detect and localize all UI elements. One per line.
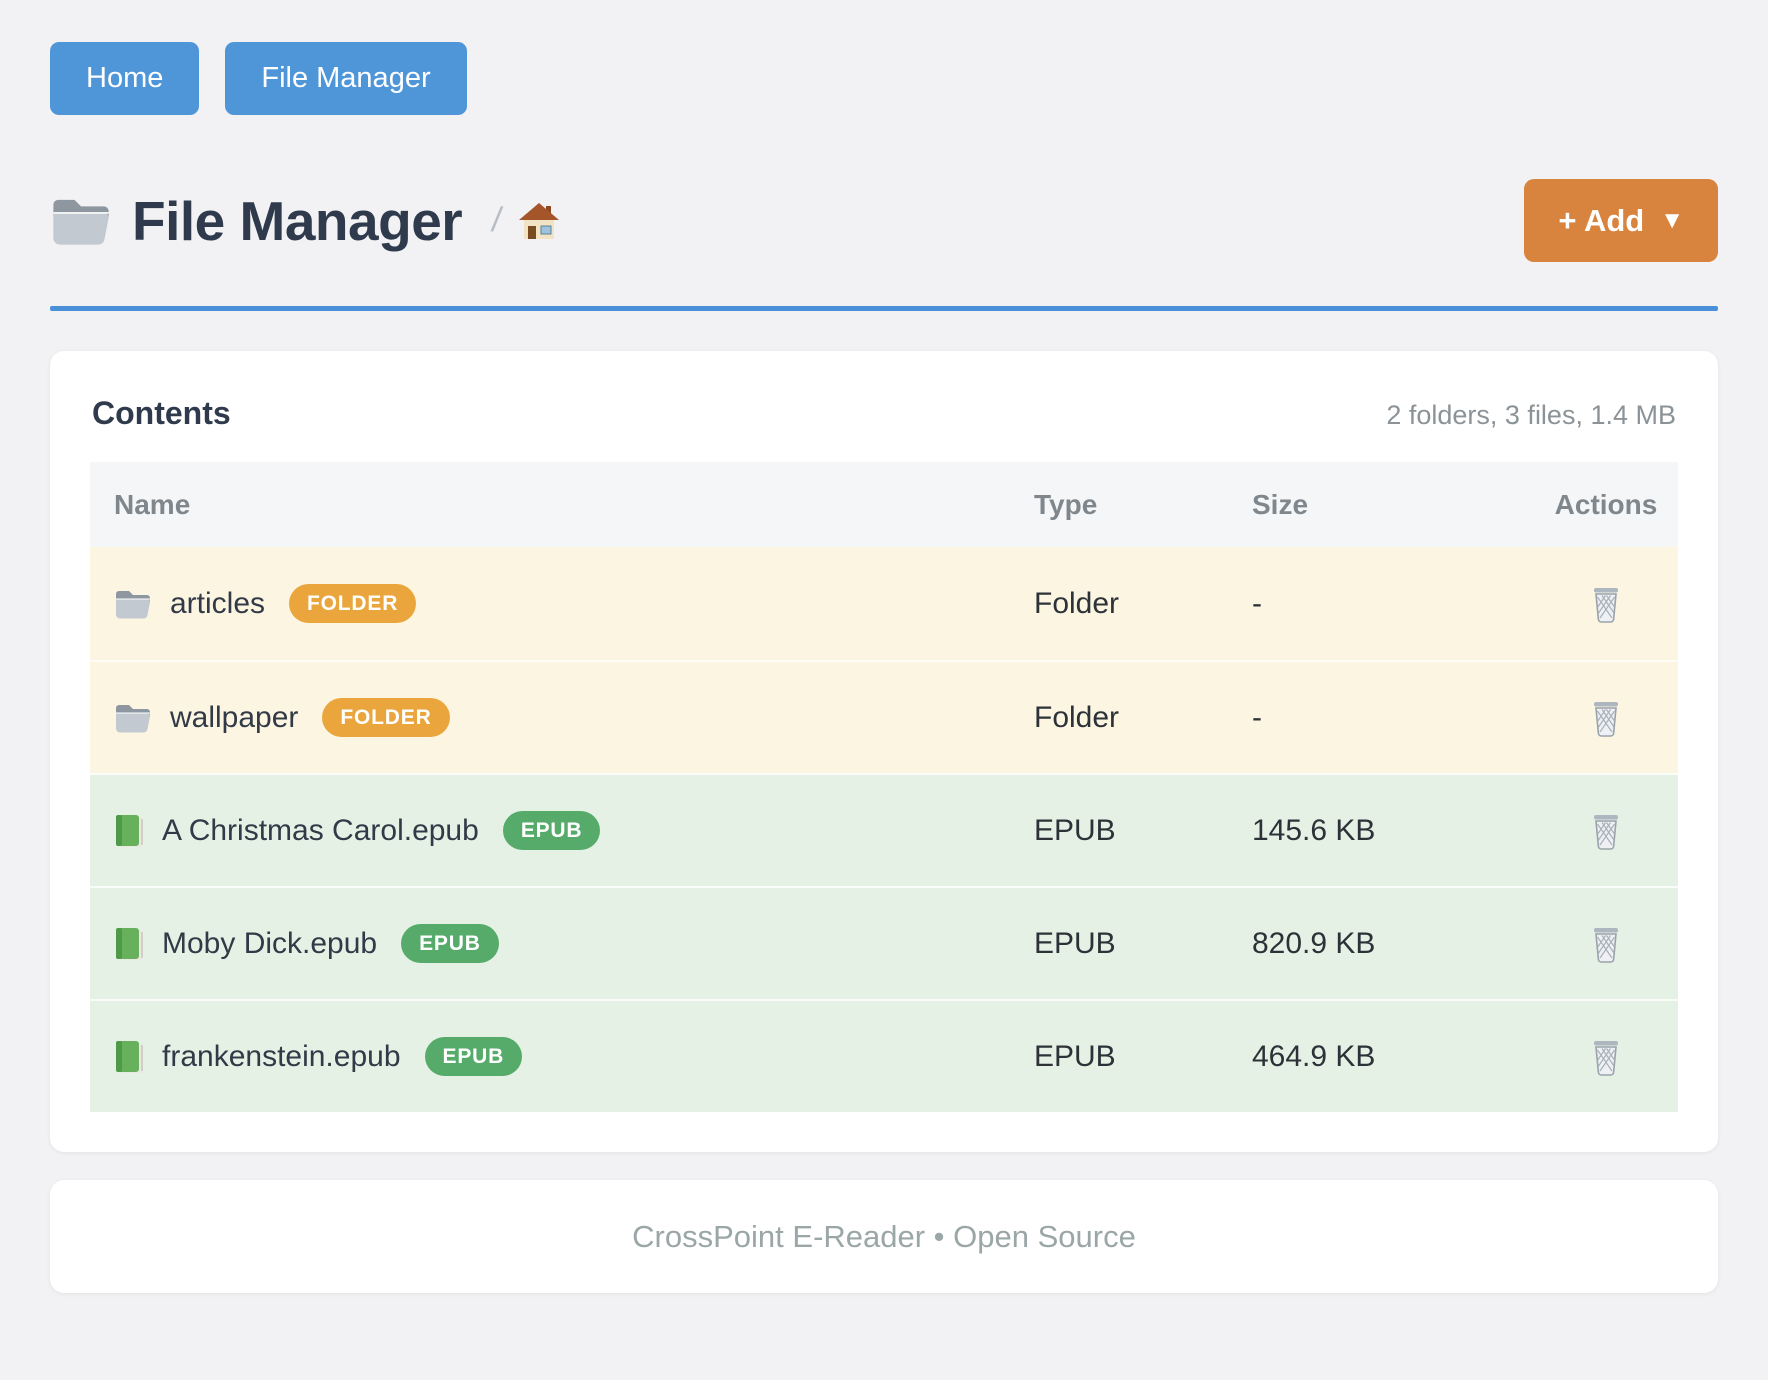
- table-row: Moby Dick.epub EPUB EPUB 820.9 KB: [90, 886, 1678, 999]
- file-size: 145.6 KB: [1252, 813, 1376, 847]
- add-button[interactable]: + Add ▼: [1524, 179, 1718, 262]
- book-icon: [114, 1039, 144, 1075]
- column-header-type: Type: [1034, 488, 1098, 520]
- book-icon: [114, 813, 144, 849]
- file-size: -: [1252, 586, 1262, 620]
- file-type: Folder: [1034, 586, 1120, 620]
- footer-text: CrossPoint E-Reader • Open Source: [632, 1218, 1136, 1254]
- column-header-actions: Actions: [1554, 488, 1658, 520]
- nav-home-button[interactable]: Home: [50, 42, 200, 115]
- header-divider: [50, 306, 1718, 311]
- contents-title: Contents: [92, 395, 231, 431]
- table-row: articles FOLDER Folder -: [90, 547, 1678, 660]
- file-name[interactable]: frankenstein.epub: [162, 1039, 401, 1073]
- table-row: A Christmas Carol.epub EPUB EPUB 145.6 K…: [90, 773, 1678, 886]
- contents-summary: 2 folders, 3 files, 1.4 MB: [1386, 400, 1676, 430]
- house-icon[interactable]: [518, 201, 560, 241]
- trash-icon: [1589, 699, 1623, 737]
- folder-icon: [114, 588, 152, 620]
- table-header-row: Name Type Size Actions: [90, 462, 1678, 547]
- trash-icon: [1589, 1038, 1623, 1076]
- trash-icon: [1589, 812, 1623, 850]
- file-name-cell[interactable]: wallpaper FOLDER: [90, 698, 1034, 737]
- file-table: Name Type Size Actions articles FOLDER F…: [90, 462, 1678, 1112]
- type-badge: FOLDER: [289, 584, 417, 623]
- contents-header: Contents 2 folders, 3 files, 1.4 MB: [90, 391, 1678, 432]
- folder-icon: [50, 195, 112, 247]
- footer-card: CrossPoint E-Reader • Open Source: [50, 1180, 1718, 1293]
- column-header-name: Name: [114, 488, 191, 520]
- table-row: wallpaper FOLDER Folder -: [90, 660, 1678, 773]
- delete-button[interactable]: [1585, 808, 1627, 854]
- breadcrumb-separator: /: [489, 201, 505, 239]
- page: Home File Manager File Manager / + Add ▼…: [50, 42, 1718, 1293]
- type-badge: EPUB: [502, 811, 601, 850]
- file-size: 464.9 KB: [1252, 1039, 1376, 1073]
- file-name-cell[interactable]: Moby Dick.epub EPUB: [90, 924, 1034, 963]
- page-title: File Manager: [132, 189, 463, 252]
- trash-icon: [1589, 925, 1623, 963]
- file-size: -: [1252, 700, 1262, 734]
- delete-button[interactable]: [1585, 581, 1627, 627]
- type-badge: EPUB: [401, 924, 499, 963]
- file-name-cell[interactable]: frankenstein.epub EPUB: [90, 1037, 1034, 1076]
- book-icon: [114, 926, 144, 962]
- type-badge: FOLDER: [322, 698, 450, 737]
- type-badge: EPUB: [424, 1037, 523, 1076]
- page-header: File Manager / + Add ▼: [50, 179, 1718, 262]
- title-wrap: File Manager: [50, 189, 463, 253]
- delete-button[interactable]: [1585, 695, 1627, 741]
- file-name[interactable]: wallpaper: [170, 700, 299, 734]
- top-nav: Home File Manager: [50, 42, 1718, 115]
- file-type: EPUB: [1034, 926, 1116, 960]
- nav-file-manager-button[interactable]: File Manager: [225, 42, 467, 115]
- table-body: articles FOLDER Folder -: [90, 547, 1678, 1112]
- column-header-size: Size: [1252, 488, 1309, 520]
- table-row: frankenstein.epub EPUB EPUB 464.9 KB: [90, 999, 1678, 1112]
- file-size: 820.9 KB: [1252, 926, 1376, 960]
- file-type: EPUB: [1034, 813, 1116, 847]
- delete-button[interactable]: [1585, 1034, 1627, 1080]
- file-name[interactable]: articles: [170, 586, 266, 620]
- breadcrumb: /: [489, 201, 560, 241]
- file-type: Folder: [1034, 700, 1120, 734]
- chevron-down-icon: ▼: [1660, 206, 1684, 234]
- delete-button[interactable]: [1585, 921, 1627, 967]
- contents-card: Contents 2 folders, 3 files, 1.4 MB Name…: [50, 351, 1718, 1152]
- trash-icon: [1589, 585, 1623, 623]
- folder-icon: [114, 702, 152, 734]
- file-type: EPUB: [1034, 1039, 1116, 1073]
- file-name-cell[interactable]: articles FOLDER: [90, 584, 1034, 623]
- file-name[interactable]: A Christmas Carol.epub: [162, 813, 479, 847]
- file-name-cell[interactable]: A Christmas Carol.epub EPUB: [90, 811, 1034, 850]
- file-name[interactable]: Moby Dick.epub: [162, 926, 378, 960]
- add-button-label: + Add: [1558, 203, 1645, 238]
